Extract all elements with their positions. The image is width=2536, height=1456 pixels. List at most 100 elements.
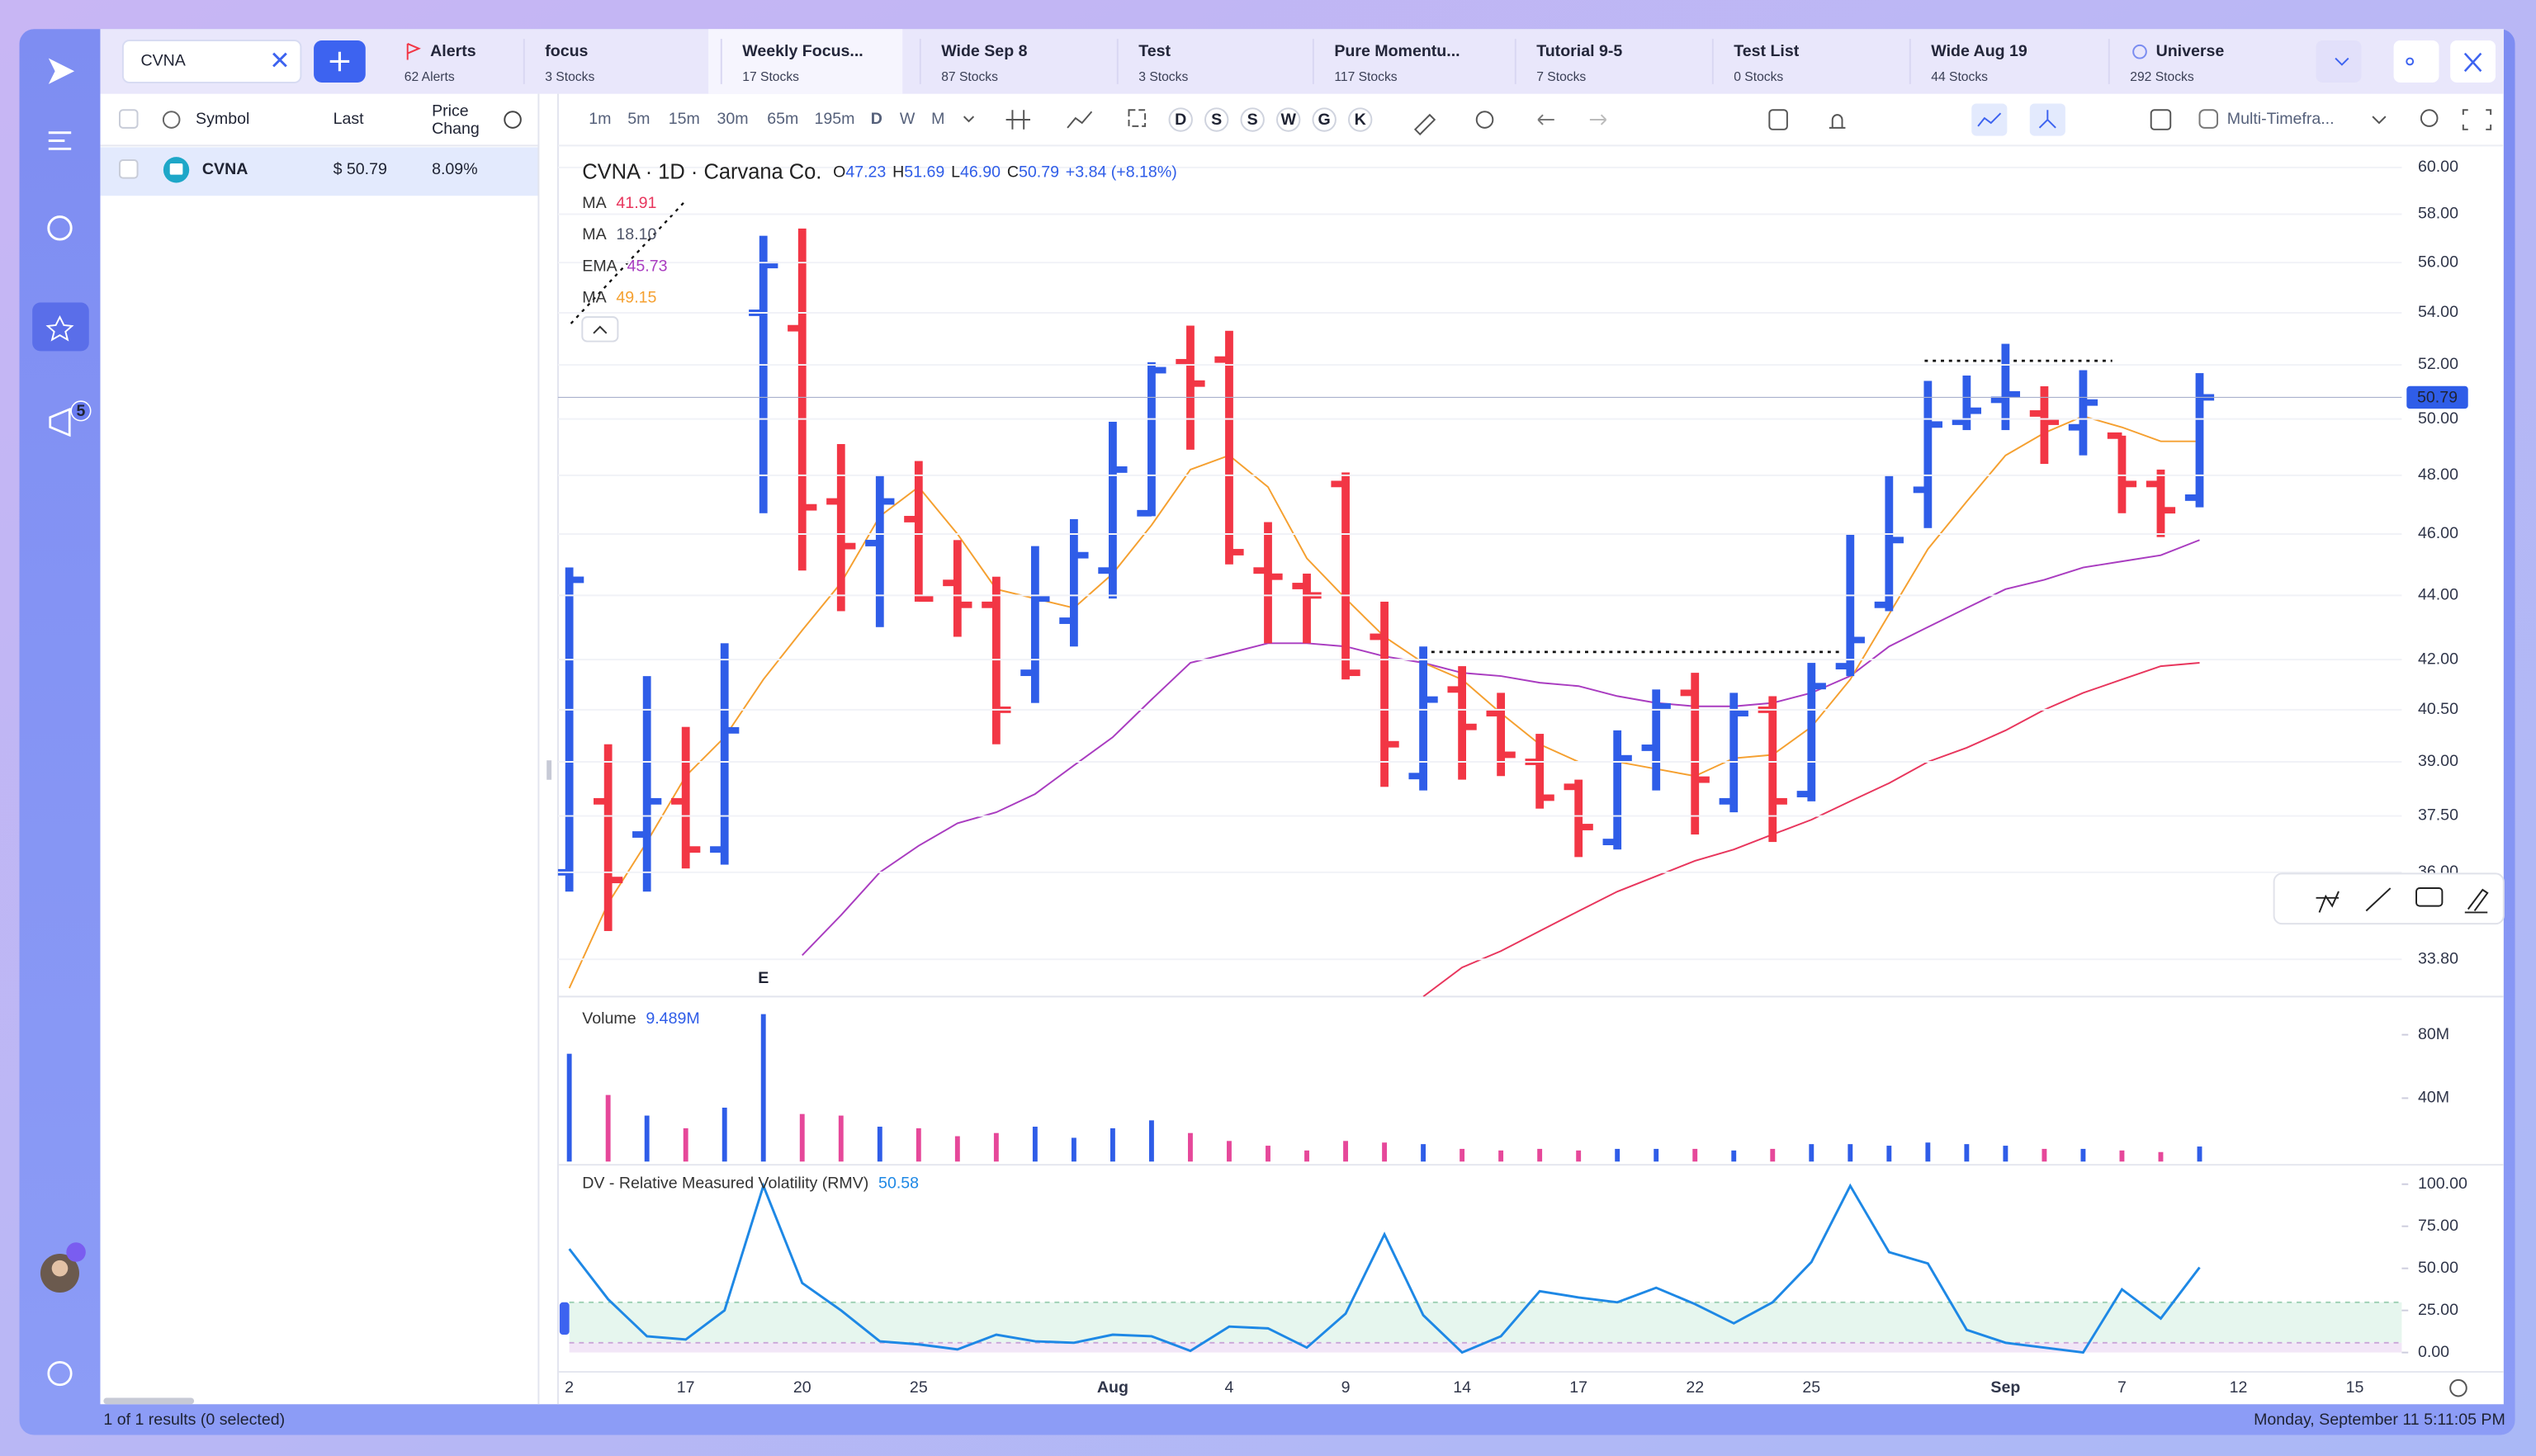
- column-header[interactable]: Chang: [432, 120, 480, 138]
- tab-subtitle[interactable]: 44 Stocks: [1931, 70, 1988, 84]
- layout-name[interactable]: Multi-Timefra...: [2227, 110, 2335, 128]
- settings-icon[interactable]: [162, 111, 181, 129]
- tab-title[interactable]: Wide Aug 19: [1931, 42, 2027, 60]
- preset-label[interactable]: K: [1355, 111, 1366, 129]
- preset-button[interactable]: [1347, 107, 1373, 132]
- tab-title[interactable]: Tutorial 9-5: [1536, 42, 1622, 60]
- x-tick-label: 17: [677, 1378, 695, 1397]
- indicator-icon[interactable]: [1005, 110, 1030, 130]
- interval[interactable]: W: [900, 110, 916, 128]
- collapse-button[interactable]: [581, 316, 619, 343]
- tab-subtitle[interactable]: 87 Stocks: [941, 70, 998, 84]
- ohlc-bar: [1952, 375, 1981, 431]
- bar-open: [1913, 486, 1928, 494]
- column-header[interactable]: Price: [432, 102, 469, 120]
- tab-subtitle[interactable]: 292 Stocks: [2130, 70, 2194, 84]
- cell[interactable]: 8.09%: [432, 160, 478, 178]
- tab-title[interactable]: Alerts: [430, 42, 476, 60]
- bar-range: [2117, 435, 2127, 513]
- pattern-tool[interactable]: [2316, 891, 2340, 913]
- interval[interactable]: 195m: [814, 110, 854, 128]
- logo[interactable]: [48, 58, 75, 84]
- refresh-icon[interactable]: [1475, 111, 1494, 129]
- announce-icon[interactable]: [49, 407, 71, 437]
- checkbox[interactable]: [119, 159, 139, 179]
- settings-icon[interactable]: [2420, 109, 2439, 127]
- undo-icon[interactable]: [1537, 114, 1554, 125]
- bar-range: [1691, 673, 1700, 835]
- panel-icon[interactable]: [2150, 109, 2172, 130]
- bar-range: [1225, 330, 1233, 565]
- tab-subtitle[interactable]: 3 Stocks: [1138, 70, 1188, 84]
- bar-open: [2184, 494, 2200, 501]
- preset-label[interactable]: S: [1247, 111, 1258, 129]
- tab-subtitle[interactable]: 17 Stocks: [742, 70, 799, 84]
- nav-active[interactable]: [32, 302, 89, 352]
- rmv-band: [569, 1302, 2402, 1343]
- clear-icon[interactable]: [272, 52, 287, 68]
- interval[interactable]: M: [931, 110, 944, 128]
- help-icon[interactable]: [47, 1360, 73, 1387]
- checkbox[interactable]: [119, 109, 139, 129]
- interval[interactable]: 1m: [589, 110, 611, 128]
- timeframe-icon[interactable]: [2198, 109, 2219, 129]
- layout-icon[interactable]: [1128, 109, 1147, 127]
- preset-label[interactable]: W: [1280, 111, 1296, 129]
- interval[interactable]: 5m: [627, 110, 650, 128]
- tab-title[interactable]: Weekly Focus...: [742, 42, 863, 60]
- fullscreen-icon[interactable]: [2462, 109, 2492, 130]
- preset-button[interactable]: [1240, 107, 1265, 132]
- x-icon: [2463, 52, 2482, 73]
- scrollbar[interactable]: [103, 1397, 195, 1405]
- preset-button[interactable]: [1275, 107, 1301, 132]
- tab-title[interactable]: Test List: [1734, 42, 1800, 60]
- note-tool[interactable]: [2415, 887, 2444, 907]
- line-tool[interactable]: [2365, 887, 2392, 912]
- pane-handle[interactable]: [559, 1302, 570, 1335]
- target-icon[interactable]: [47, 215, 73, 241]
- tab-subtitle[interactable]: 3 Stocks: [545, 70, 594, 84]
- tab-subtitle[interactable]: 7 Stocks: [1536, 70, 1586, 84]
- interval[interactable]: 30m: [717, 110, 748, 128]
- interval[interactable]: 15m: [669, 110, 700, 128]
- time-settings-icon[interactable]: [2449, 1378, 2467, 1397]
- tab-title[interactable]: Pure Momentu...: [1334, 42, 1460, 60]
- resize-handle[interactable]: [546, 760, 552, 780]
- tool-active[interactable]: [1971, 103, 2008, 136]
- column-header[interactable]: Symbol: [196, 110, 249, 128]
- volume-bar: [1498, 1150, 1504, 1162]
- preset-button[interactable]: [1204, 107, 1229, 132]
- search-box[interactable]: [121, 40, 302, 83]
- column-header[interactable]: Last: [334, 110, 365, 128]
- tab-title[interactable]: Test: [1138, 42, 1171, 60]
- cell[interactable]: CVNA: [202, 160, 248, 178]
- tab-subtitle[interactable]: 62 Alerts: [405, 70, 455, 84]
- strategy-icon[interactable]: [1067, 111, 1093, 129]
- interval[interactable]: D: [871, 110, 882, 128]
- redo-icon[interactable]: [1589, 114, 1607, 125]
- preset-button[interactable]: [1168, 107, 1193, 132]
- tab-title[interactable]: Wide Sep 8: [941, 42, 1027, 60]
- calendar-icon[interactable]: [1768, 109, 1788, 130]
- cell[interactable]: $ 50.79: [334, 160, 387, 178]
- preset-label[interactable]: D: [1175, 111, 1186, 129]
- interval[interactable]: 65m: [767, 110, 798, 128]
- draw-icon[interactable]: [1413, 113, 1436, 136]
- settings-icon[interactable]: [504, 111, 522, 129]
- brush-tool[interactable]: [2464, 888, 2489, 914]
- earnings-marker[interactable]: E: [758, 969, 769, 987]
- tab-subtitle[interactable]: 0 Stocks: [1734, 70, 1783, 84]
- preset-label[interactable]: S: [1211, 111, 1222, 129]
- alert-icon[interactable]: [1829, 114, 1846, 129]
- bar-range: [1341, 472, 1350, 680]
- preset-button[interactable]: [1312, 107, 1337, 132]
- preset-label[interactable]: G: [1318, 111, 1331, 129]
- share-button[interactable]: [2393, 40, 2439, 83]
- tab-subtitle[interactable]: 117 Stocks: [1334, 70, 1397, 84]
- menu-icon[interactable]: [48, 131, 72, 150]
- tab-title[interactable]: focus: [545, 42, 588, 60]
- chevron-icon[interactable]: [963, 116, 975, 123]
- search-text[interactable]: CVNA: [140, 52, 186, 70]
- chevron-icon[interactable]: [2372, 116, 2387, 125]
- tab-title[interactable]: Universe: [2156, 42, 2225, 60]
